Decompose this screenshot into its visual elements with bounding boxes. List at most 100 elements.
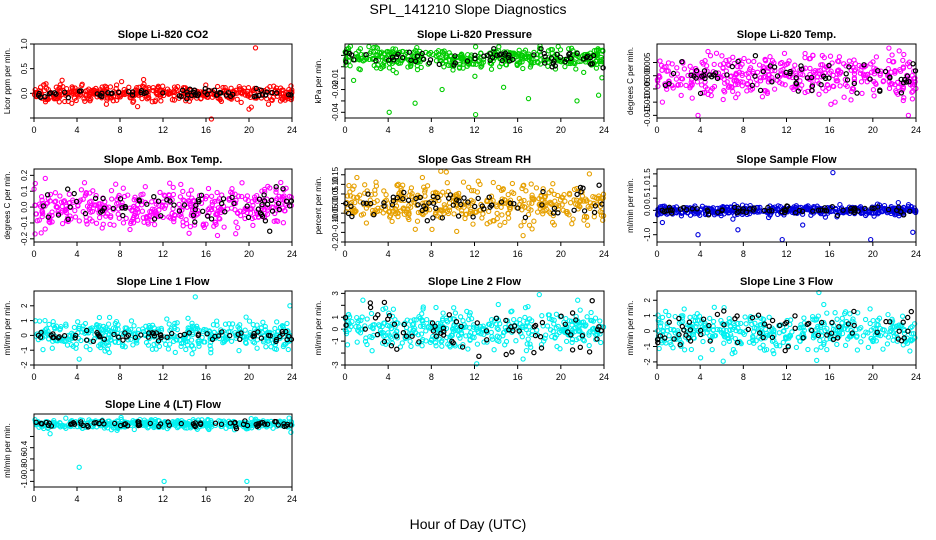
y-tick-label: 1 — [643, 313, 652, 318]
data-point — [571, 197, 577, 203]
data-point — [366, 43, 372, 50]
data-point — [870, 59, 876, 65]
data-point — [522, 47, 529, 53]
data-point — [708, 92, 714, 99]
data-point-black — [195, 332, 201, 339]
data-point — [438, 168, 444, 174]
x-tick-label: 0 — [654, 249, 659, 259]
x-tick-label: 12 — [158, 372, 168, 382]
data-point-black — [76, 88, 83, 94]
data-point — [710, 318, 717, 325]
y-tick-label: 1.0 — [20, 38, 29, 50]
outlier-point — [350, 77, 357, 84]
data-point-black — [276, 206, 282, 213]
data-point — [59, 203, 65, 210]
data-point — [84, 221, 90, 227]
data-point — [120, 185, 126, 191]
points-black — [35, 85, 294, 102]
data-point-black — [275, 200, 282, 207]
data-point — [235, 210, 241, 217]
outlier-point — [287, 303, 293, 309]
data-point — [747, 202, 753, 209]
data-point — [900, 204, 907, 211]
data-point — [756, 209, 763, 215]
data-point — [470, 221, 476, 227]
data-point-black — [144, 201, 150, 207]
y-tick-label: 0.1 — [20, 185, 29, 197]
data-point — [165, 346, 172, 352]
data-point-black — [898, 208, 904, 215]
data-point-black — [910, 61, 916, 67]
data-point — [465, 52, 471, 58]
data-point — [783, 61, 790, 68]
data-point — [687, 212, 694, 218]
data-point-black — [73, 198, 80, 205]
data-point — [280, 323, 286, 330]
data-point — [269, 97, 275, 103]
x-tick-label: 8 — [741, 249, 746, 259]
data-point — [856, 62, 862, 69]
data-point-black — [417, 194, 423, 201]
data-point — [386, 51, 392, 58]
data-point-black — [840, 207, 846, 213]
x-tick-label: 0 — [31, 249, 36, 259]
data-point — [726, 83, 733, 89]
data-point — [786, 58, 792, 64]
data-point-black — [42, 93, 48, 100]
data-point — [130, 214, 137, 221]
data-point — [433, 53, 439, 59]
x-tick-label: 12 — [158, 249, 168, 259]
data-point-black — [684, 207, 690, 213]
data-point-black — [590, 52, 597, 59]
panel-title: Slope Line 1 Flow — [117, 276, 210, 288]
data-point — [511, 316, 517, 323]
data-point — [395, 181, 401, 187]
data-point — [400, 205, 407, 211]
data-point — [174, 87, 180, 93]
data-point-black — [264, 89, 270, 95]
data-point-black — [269, 208, 276, 214]
data-point — [539, 313, 545, 319]
data-point-black — [199, 208, 206, 214]
data-point — [834, 316, 840, 322]
data-point — [228, 338, 235, 344]
data-point — [580, 198, 587, 204]
data-point-black — [430, 215, 436, 221]
data-point-black — [851, 80, 858, 87]
points-black — [35, 327, 295, 345]
data-point-black — [799, 66, 805, 72]
data-point — [531, 59, 537, 66]
data-point-black — [818, 81, 824, 88]
data-point-black — [750, 207, 756, 213]
data-point — [276, 203, 282, 210]
outlier-point — [695, 112, 701, 119]
data-point — [805, 346, 811, 353]
data-point — [559, 194, 565, 200]
data-point — [241, 208, 247, 215]
data-point — [703, 63, 710, 69]
data-point — [263, 344, 269, 350]
data-point-black — [569, 347, 576, 353]
y-tick-label: 0.10 — [331, 176, 340, 192]
data-point — [509, 180, 516, 187]
data-point — [545, 59, 551, 66]
x-tick-label: 16 — [201, 372, 211, 382]
data-point — [107, 221, 113, 228]
data-point — [250, 222, 256, 229]
data-point — [194, 326, 201, 332]
data-point — [907, 348, 913, 354]
data-point — [142, 184, 148, 190]
data-point — [534, 51, 540, 58]
data-point — [851, 71, 858, 77]
data-point-black — [168, 330, 175, 337]
data-point — [347, 189, 353, 195]
data-point — [893, 89, 900, 96]
data-point-black — [132, 334, 139, 341]
data-point — [772, 67, 778, 74]
x-tick-label: 16 — [825, 249, 835, 259]
y-tick-label: -0.005 — [643, 77, 652, 100]
x-tick-label: 20 — [868, 372, 878, 382]
data-point — [222, 321, 229, 327]
data-point-black — [450, 202, 456, 208]
